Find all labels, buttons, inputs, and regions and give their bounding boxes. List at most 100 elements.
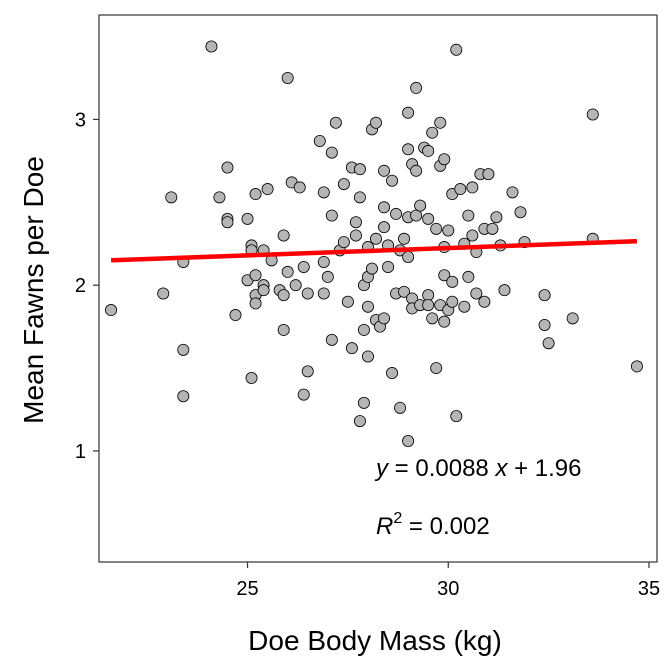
data-point — [422, 289, 435, 302]
data-point — [482, 168, 495, 181]
equation-x-var: x — [494, 455, 508, 482]
data-point — [325, 209, 338, 222]
data-point — [289, 279, 302, 292]
data-point — [462, 270, 475, 283]
data-point — [466, 229, 479, 242]
data-point — [277, 323, 290, 336]
x-axis-label: Doe Body Mass (kg) — [248, 625, 502, 656]
data-point — [293, 181, 306, 194]
data-point — [337, 178, 350, 191]
equation-coefficient: = 0.0088 — [388, 455, 495, 482]
data-point — [430, 222, 443, 235]
data-point — [466, 181, 479, 194]
data-point — [365, 262, 378, 275]
data-point — [249, 297, 262, 310]
data-point — [357, 396, 370, 409]
data-point — [205, 40, 218, 53]
data-point — [514, 206, 527, 219]
data-point — [281, 71, 294, 84]
data-point — [410, 81, 423, 94]
data-point — [369, 116, 382, 129]
r-squared: R2 = 0.002 — [376, 510, 490, 540]
y-tick-label: 2 — [75, 275, 86, 297]
data-point — [390, 207, 403, 220]
data-point — [410, 209, 423, 222]
data-point — [177, 343, 190, 356]
data-point — [410, 164, 423, 177]
data-point — [438, 315, 451, 328]
plot-panel — [98, 14, 658, 563]
r-squared-sup: 2 — [393, 510, 402, 527]
data-point — [398, 285, 411, 298]
data-point — [426, 126, 439, 139]
data-point — [353, 415, 366, 428]
data-point — [378, 221, 391, 234]
data-point — [297, 388, 310, 401]
data-point — [357, 323, 370, 336]
data-point — [386, 367, 399, 380]
data-point — [506, 186, 519, 199]
data-point — [317, 287, 330, 300]
y-tick-label: 1 — [75, 441, 86, 463]
data-point — [317, 186, 330, 199]
fit-line-group — [110, 238, 638, 263]
data-point — [297, 260, 310, 273]
data-point — [630, 360, 643, 373]
data-point — [213, 191, 226, 204]
data-point — [229, 309, 242, 322]
data-point — [434, 116, 447, 129]
data-point — [177, 390, 190, 403]
r-squared-value: = 0.002 — [402, 513, 489, 540]
data-point — [249, 188, 262, 201]
data-point — [361, 350, 374, 363]
data-point — [277, 289, 290, 302]
data-point — [422, 212, 435, 225]
data-point — [422, 299, 435, 312]
data-point — [450, 410, 463, 423]
data-point — [245, 372, 258, 385]
equation-y-var: y — [374, 455, 390, 482]
data-point — [402, 251, 415, 264]
data-point — [325, 146, 338, 159]
data-point — [382, 260, 395, 273]
data-point — [438, 153, 451, 166]
data-point — [414, 199, 427, 212]
data-point — [462, 209, 475, 222]
data-point — [498, 284, 511, 297]
data-point — [450, 43, 463, 56]
data-point — [490, 211, 503, 224]
y-tick-label: 3 — [75, 109, 86, 131]
data-point — [313, 134, 326, 147]
data-point — [325, 333, 338, 346]
data-point — [402, 143, 415, 156]
data-point — [566, 312, 579, 325]
data-point — [369, 232, 382, 245]
data-point — [157, 287, 170, 300]
data-point — [105, 304, 118, 317]
data-point — [337, 236, 350, 249]
data-point — [378, 164, 391, 177]
r-squared-r: R — [376, 513, 393, 540]
data-point — [221, 216, 234, 229]
data-point — [458, 300, 471, 313]
data-point — [301, 287, 314, 300]
data-point — [446, 275, 459, 288]
x-tick-label: 30 — [437, 578, 459, 600]
data-point — [486, 222, 499, 235]
axis-ticks: 25 30 35 1 2 3 — [75, 109, 660, 600]
data-point — [257, 284, 270, 297]
x-tick-label: 35 — [638, 578, 660, 600]
data-point — [349, 229, 362, 242]
data-points — [105, 40, 643, 447]
data-point — [349, 216, 362, 229]
data-point — [430, 362, 443, 375]
data-point — [345, 342, 358, 355]
data-point — [454, 183, 467, 196]
data-point — [317, 255, 330, 268]
data-point — [438, 269, 451, 282]
x-tick-label: 25 — [236, 578, 258, 600]
data-point — [446, 295, 459, 308]
data-point — [329, 116, 342, 129]
data-point — [538, 318, 551, 331]
